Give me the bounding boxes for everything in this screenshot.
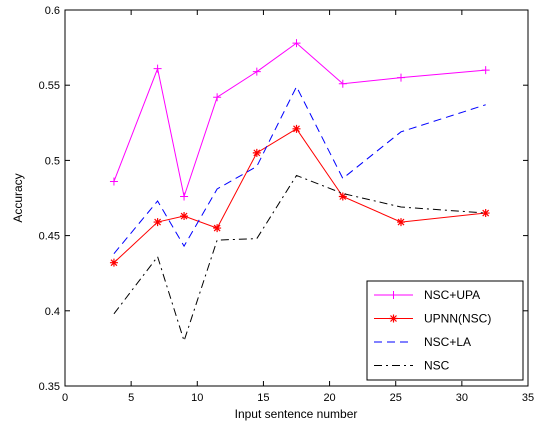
series-layer bbox=[109, 39, 490, 343]
data-point bbox=[180, 192, 189, 201]
data-point bbox=[109, 177, 118, 186]
y-tick-label: 0.45 bbox=[39, 231, 60, 243]
x-tick-label: 20 bbox=[323, 392, 335, 404]
axis-ticks bbox=[64, 9, 529, 387]
data-point bbox=[109, 258, 118, 267]
x-tick-label: 10 bbox=[191, 392, 203, 404]
series-nsc bbox=[113, 174, 486, 343]
data-point bbox=[292, 124, 301, 133]
x-tick-label: 25 bbox=[390, 392, 402, 404]
x-tick-label: 0 bbox=[62, 392, 68, 404]
data-point bbox=[153, 218, 162, 227]
data-point bbox=[292, 39, 301, 48]
data-point bbox=[338, 79, 347, 88]
data-point bbox=[481, 66, 490, 75]
data-point bbox=[397, 73, 406, 82]
series-line bbox=[113, 174, 486, 343]
legend-item: NSC+UPA bbox=[374, 288, 480, 302]
y-tick-label: 0.55 bbox=[39, 80, 60, 92]
legend-item: UPNN(NSC) bbox=[374, 312, 491, 326]
legend-label: UPNN(NSC) bbox=[424, 312, 491, 326]
x-tick-labels: 0 5 10 15 20 25 30 35 bbox=[62, 392, 534, 404]
x-tick-label: 30 bbox=[456, 392, 468, 404]
legend-item: NSC+LA bbox=[374, 335, 471, 349]
data-point bbox=[252, 67, 261, 76]
data-point bbox=[481, 209, 490, 218]
legend-marker bbox=[389, 314, 398, 323]
legend: NSC+UPA UPNN(NSC) NSC+LA NSC bbox=[366, 280, 524, 381]
legend-item: NSC bbox=[374, 359, 450, 373]
y-tick-label: 0.35 bbox=[39, 381, 60, 393]
x-tick-label: 5 bbox=[128, 392, 134, 404]
data-point bbox=[213, 93, 222, 102]
series-upnn-nsc bbox=[109, 124, 490, 267]
x-axis-title: Input sentence number bbox=[235, 407, 358, 421]
legend-label: NSC bbox=[424, 359, 450, 373]
x-tick-label: 15 bbox=[257, 392, 269, 404]
data-point bbox=[338, 192, 347, 201]
data-point bbox=[252, 148, 261, 157]
legend-label: NSC+LA bbox=[424, 335, 471, 349]
series-line bbox=[113, 85, 486, 254]
y-tick-label: 0.4 bbox=[45, 306, 60, 318]
data-point bbox=[153, 64, 162, 73]
series-nsc-la bbox=[113, 85, 486, 254]
y-tick-label: 0.6 bbox=[45, 5, 60, 17]
data-point bbox=[213, 224, 222, 233]
legend-label: NSC+UPA bbox=[424, 288, 480, 302]
series-nsc-upa bbox=[109, 39, 490, 201]
y-axis-title: Accuracy bbox=[11, 173, 25, 222]
y-tick-label: 0.5 bbox=[45, 155, 60, 167]
y-tick-labels: 0.35 0.4 0.45 0.5 0.55 0.6 bbox=[39, 5, 60, 393]
data-point bbox=[397, 218, 406, 227]
legend-marker bbox=[389, 291, 398, 299]
data-point bbox=[180, 212, 189, 221]
x-tick-label: 35 bbox=[522, 392, 534, 404]
